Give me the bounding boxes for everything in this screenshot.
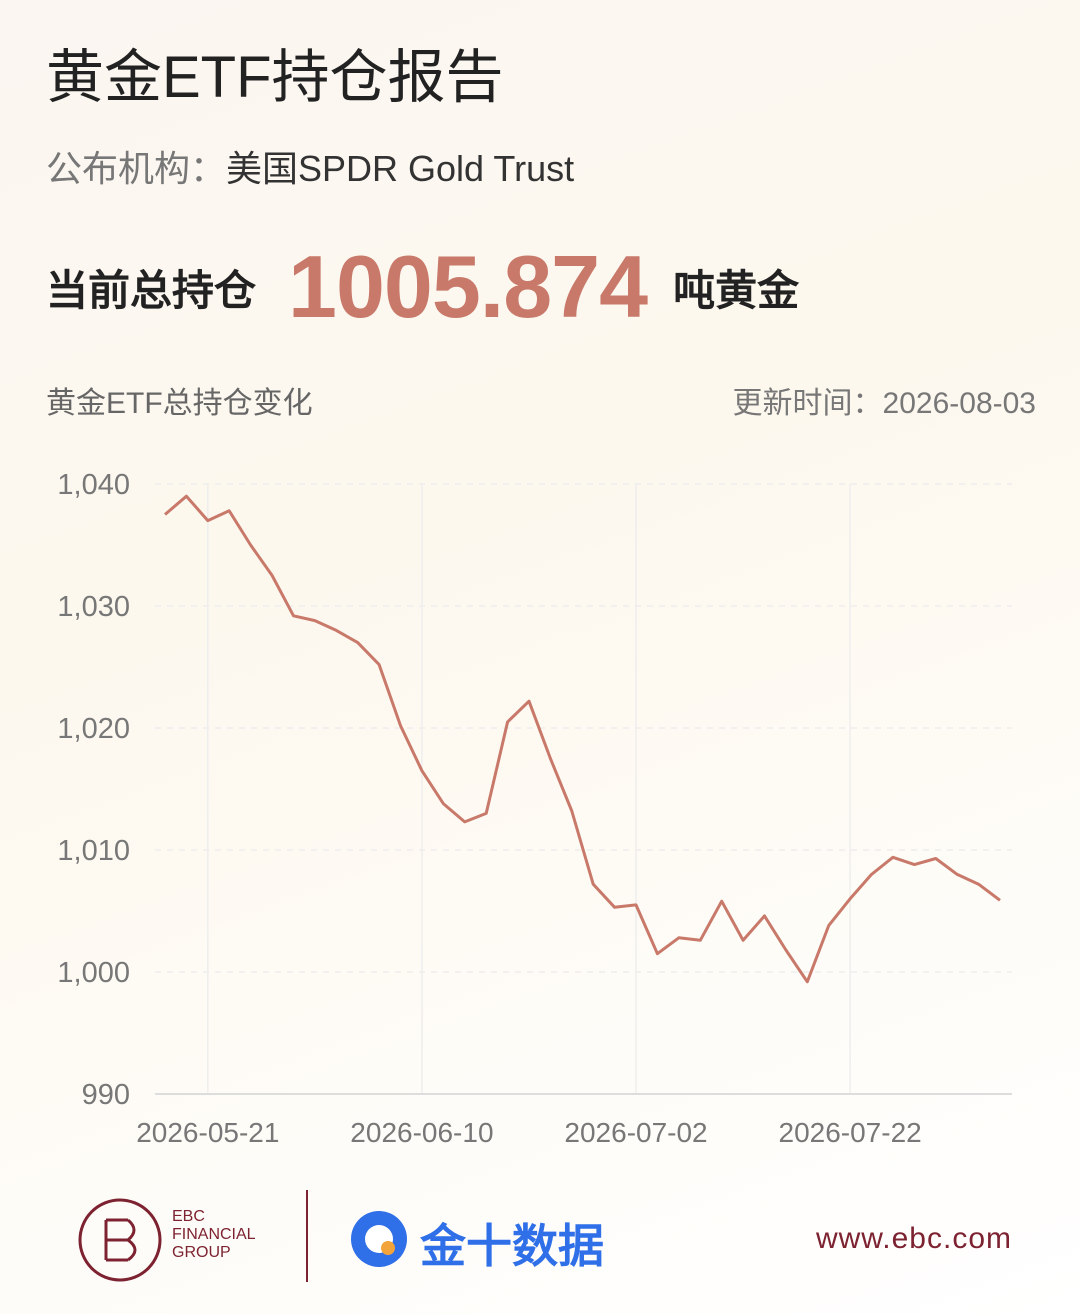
holding-value: 1005.874 bbox=[288, 237, 648, 336]
x-tick-label: 2026-07-22 bbox=[779, 1117, 922, 1148]
ebc-logo bbox=[78, 1198, 162, 1282]
holding-row: 当前总持仓 1005.874 吨黄金 bbox=[46, 232, 799, 342]
publisher: 美国SPDR Gold Trust bbox=[226, 148, 575, 189]
x-tick-label: 2026-07-02 bbox=[564, 1117, 707, 1148]
chart: 990 1,000 1,010 1,020 1,030 1,040 2026-05-21 20… bbox=[57, 469, 1012, 1148]
y-tick-label: 1,000 bbox=[57, 957, 130, 989]
url: www.ebc.com bbox=[815, 1222, 1012, 1255]
holding-label: 当前总持仓 bbox=[46, 266, 257, 314]
x-tick-label: 2026-05-21 bbox=[136, 1117, 279, 1148]
update-row: 更新时间：2026-08-03 bbox=[733, 378, 1036, 422]
y-tick-label: 1,020 bbox=[57, 713, 130, 745]
y-tick-label: 1,030 bbox=[57, 591, 130, 623]
ebc-mark bbox=[104, 1218, 137, 1262]
jin10-dot bbox=[381, 1241, 395, 1255]
publisher-row: 公布机构：美国SPDR Gold Trust bbox=[46, 140, 574, 192]
ebc-ring bbox=[78, 1198, 162, 1282]
jin10-text: 金十数据 bbox=[420, 1220, 604, 1272]
separator bbox=[306, 1190, 308, 1282]
y-tick-label: 1,010 bbox=[57, 835, 130, 867]
ebc-line: FINANCIAL bbox=[172, 1226, 256, 1243]
y-tick-label: 1,040 bbox=[57, 469, 130, 501]
x-tick-label: 2026-06-10 bbox=[350, 1117, 493, 1148]
publisher-label: 公布机构： bbox=[46, 148, 227, 189]
holding-unit: 吨黄金 bbox=[673, 266, 800, 314]
ebc-line: EBC bbox=[172, 1208, 205, 1225]
ebc-text: EBC FINANCIAL GROUP bbox=[172, 1208, 256, 1262]
ebc-line: GROUP bbox=[172, 1244, 231, 1261]
chart-title: 黄金ETF总持仓变化 bbox=[46, 387, 313, 420]
title: 黄金ETF持仓报告 bbox=[46, 45, 504, 110]
update-label: 更新时间： bbox=[732, 387, 883, 420]
jin10-icon bbox=[351, 1211, 407, 1267]
line-series bbox=[164, 494, 1001, 984]
footer: EBC FINANCIAL GROUP 金十数据 www.ebc.com bbox=[0, 1180, 1080, 1300]
y-tick-label: 990 bbox=[82, 1079, 130, 1111]
update-date: 2026-08-03 bbox=[882, 387, 1036, 420]
